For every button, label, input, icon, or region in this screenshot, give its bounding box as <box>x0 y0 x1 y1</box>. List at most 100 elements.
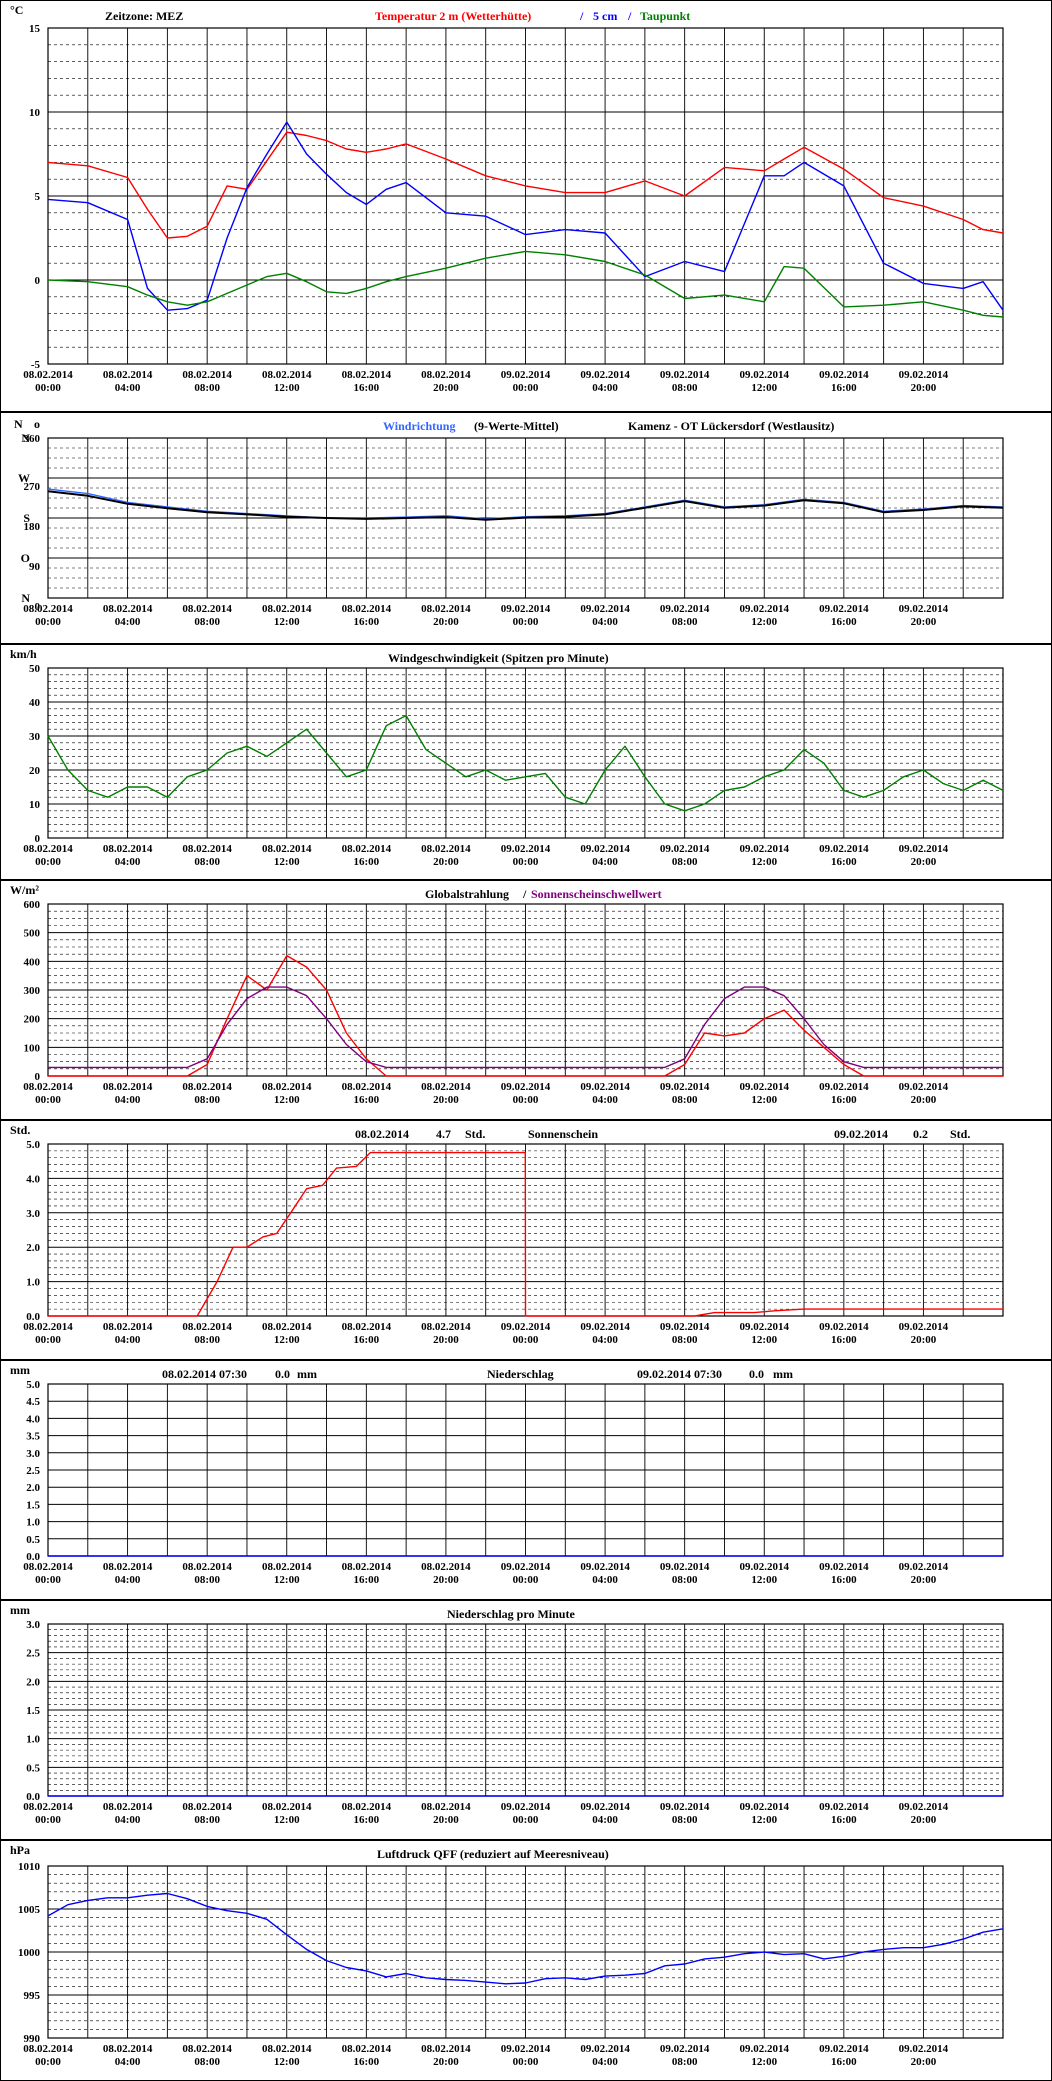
x-tick-time: 12:00 <box>751 1094 777 1106</box>
y-tick-label: 0 <box>35 275 41 287</box>
legend-temp-2m: Temperatur 2 m (Wetterhütte) <box>375 9 531 23</box>
y-tick-label: 1000 <box>18 1947 41 1959</box>
x-tick-time: 20:00 <box>911 1334 937 1346</box>
x-tick-time: 00:00 <box>35 1814 61 1826</box>
x-tick-time: 04:00 <box>115 1334 141 1346</box>
panel-frame <box>0 0 1052 412</box>
x-tick-date: 09.02.2014 <box>819 1081 869 1093</box>
x-tick-date: 08.02.2014 <box>262 1081 312 1093</box>
x-tick-time: 00:00 <box>513 1094 539 1106</box>
x-tick-date: 08.02.2014 <box>103 1081 153 1093</box>
y-tick-label: 0 <box>35 833 41 845</box>
x-tick-date: 08.02.2014 <box>262 1561 312 1573</box>
legend-temp-5cm: 5 cm <box>593 9 617 23</box>
chart-panel-7: 0.0 0.5 1.0 1.5 2.0 2.5 3.0 08.02.2014 00:00 08.0… <box>0 1600 1052 1840</box>
x-tick-date: 08.02.2014 <box>342 843 392 855</box>
x-tick-date: 09.02.2014 <box>501 603 551 615</box>
x-tick-date: 08.02.2014 <box>342 603 392 615</box>
y-tick-label: 10 <box>29 107 41 119</box>
x-tick-date: 08.02.2014 <box>342 1081 392 1093</box>
x-tick-date: 09.02.2014 <box>501 369 551 381</box>
y-tick-label: 100 <box>24 1042 41 1054</box>
y-tick-label: 0 <box>35 1071 41 1083</box>
y-unit-label: km/h <box>10 647 37 661</box>
x-tick-date: 08.02.2014 <box>23 603 73 615</box>
legend-dewpoint: Taupunkt <box>640 9 690 23</box>
x-tick-time: 12:00 <box>274 1574 300 1586</box>
x-tick-date: 08.02.2014 <box>342 369 392 381</box>
y-tick-label: 1.0 <box>26 1517 40 1529</box>
x-tick-date: 09.02.2014 <box>580 2043 630 2055</box>
x-tick-date: 08.02.2014 <box>103 2043 153 2055</box>
x-tick-time: 20:00 <box>433 1574 459 1586</box>
x-tick-time: 20:00 <box>911 1814 937 1826</box>
x-tick-date: 09.02.2014 <box>580 603 630 615</box>
chart-panel-1: -5 0 5 10 15 08.02.2014 00:00 08.02.2014 04:00 08… <box>0 0 1052 412</box>
day2-value: 0.0 <box>749 1367 764 1381</box>
x-tick-time: 20:00 <box>433 382 459 394</box>
x-tick-time: 12:00 <box>751 2056 777 2068</box>
x-tick-date: 08.02.2014 <box>421 1321 471 1333</box>
x-tick-date: 08.02.2014 <box>421 2043 471 2055</box>
x-tick-time: 00:00 <box>513 2056 539 2068</box>
y-tick-label: 3.5 <box>26 1431 40 1443</box>
x-tick-date: 08.02.2014 <box>342 2043 392 2055</box>
x-tick-date: 08.02.2014 <box>23 1801 73 1813</box>
x-tick-time: 04:00 <box>115 382 141 394</box>
x-tick-date: 08.02.2014 <box>103 369 153 381</box>
series-line-4-1 <box>48 954 1003 1077</box>
series-line-1-2 <box>47 121 1004 311</box>
x-tick-time: 08:00 <box>194 1574 220 1586</box>
x-tick-time: 08:00 <box>194 856 220 868</box>
y-tick-label: 3.0 <box>26 1208 40 1220</box>
x-tick-time: 20:00 <box>911 382 937 394</box>
y-tick-label: 3.0 <box>26 1619 40 1631</box>
y-tick-label: 30 <box>29 731 41 743</box>
x-tick-time: 16:00 <box>831 1814 857 1826</box>
x-tick-time: 04:00 <box>115 1094 141 1106</box>
x-tick-time: 08:00 <box>672 1574 698 1586</box>
x-tick-date: 09.02.2014 <box>899 1321 949 1333</box>
y-dir-label: W <box>18 471 30 485</box>
y-tick-label: 50 <box>29 663 41 675</box>
x-tick-time: 16:00 <box>353 616 379 628</box>
x-tick-date: 09.02.2014 <box>660 843 710 855</box>
x-tick-date: 08.02.2014 <box>262 1801 312 1813</box>
x-tick-time: 08:00 <box>194 2056 220 2068</box>
x-tick-time: 20:00 <box>433 1814 459 1826</box>
x-tick-date: 08.02.2014 <box>182 1801 232 1813</box>
x-tick-date: 09.02.2014 <box>660 1081 710 1093</box>
x-tick-time: 00:00 <box>513 616 539 628</box>
x-tick-time: 20:00 <box>911 2056 937 2068</box>
grid <box>47 1865 1004 2039</box>
x-tick-date: 09.02.2014 <box>740 1801 790 1813</box>
x-tick-date: 09.02.2014 <box>580 843 630 855</box>
x-tick-time: 16:00 <box>831 2056 857 2068</box>
x-tick-time: 16:00 <box>353 856 379 868</box>
chart-title: Sonnenschein <box>528 1127 598 1141</box>
y-tick-label: 0 <box>35 601 41 613</box>
y-unit-label: mm <box>10 1363 30 1377</box>
y-tick-label: 990 <box>24 2033 41 2045</box>
x-tick-date: 08.02.2014 <box>23 843 73 855</box>
x-tick-date: 08.02.2014 <box>182 1561 232 1573</box>
x-tick-date: 08.02.2014 <box>103 1321 153 1333</box>
x-tick-time: 16:00 <box>831 1094 857 1106</box>
x-tick-time: 00:00 <box>35 1334 61 1346</box>
x-tick-time: 12:00 <box>751 1334 777 1346</box>
x-tick-date: 08.02.2014 <box>262 603 312 615</box>
y-dir-label: N <box>21 591 30 605</box>
chart-panel-2: N O S W N 0 90 180 270 360 08.02.2014 00:00 08.02.20… <box>0 412 1052 644</box>
x-tick-date: 08.02.2014 <box>182 2043 232 2055</box>
x-tick-date: 08.02.2014 <box>421 843 471 855</box>
series-line-4-2 <box>48 986 1003 1069</box>
legend-global-radiation: Globalstrahlung <box>425 887 509 901</box>
x-tick-time: 16:00 <box>831 856 857 868</box>
x-tick-date: 09.02.2014 <box>580 1561 630 1573</box>
x-tick-date: 09.02.2014 <box>501 1081 551 1093</box>
chart-panel-8: 990 995 1000 1005 1010 08.02.2014 00:00 08.02.2… <box>0 1840 1052 2081</box>
series-line-5-1 <box>48 1151 1003 1317</box>
x-tick-time: 08:00 <box>194 1334 220 1346</box>
x-tick-date: 09.02.2014 <box>740 1561 790 1573</box>
y-tick-label: 0.5 <box>26 1762 40 1774</box>
